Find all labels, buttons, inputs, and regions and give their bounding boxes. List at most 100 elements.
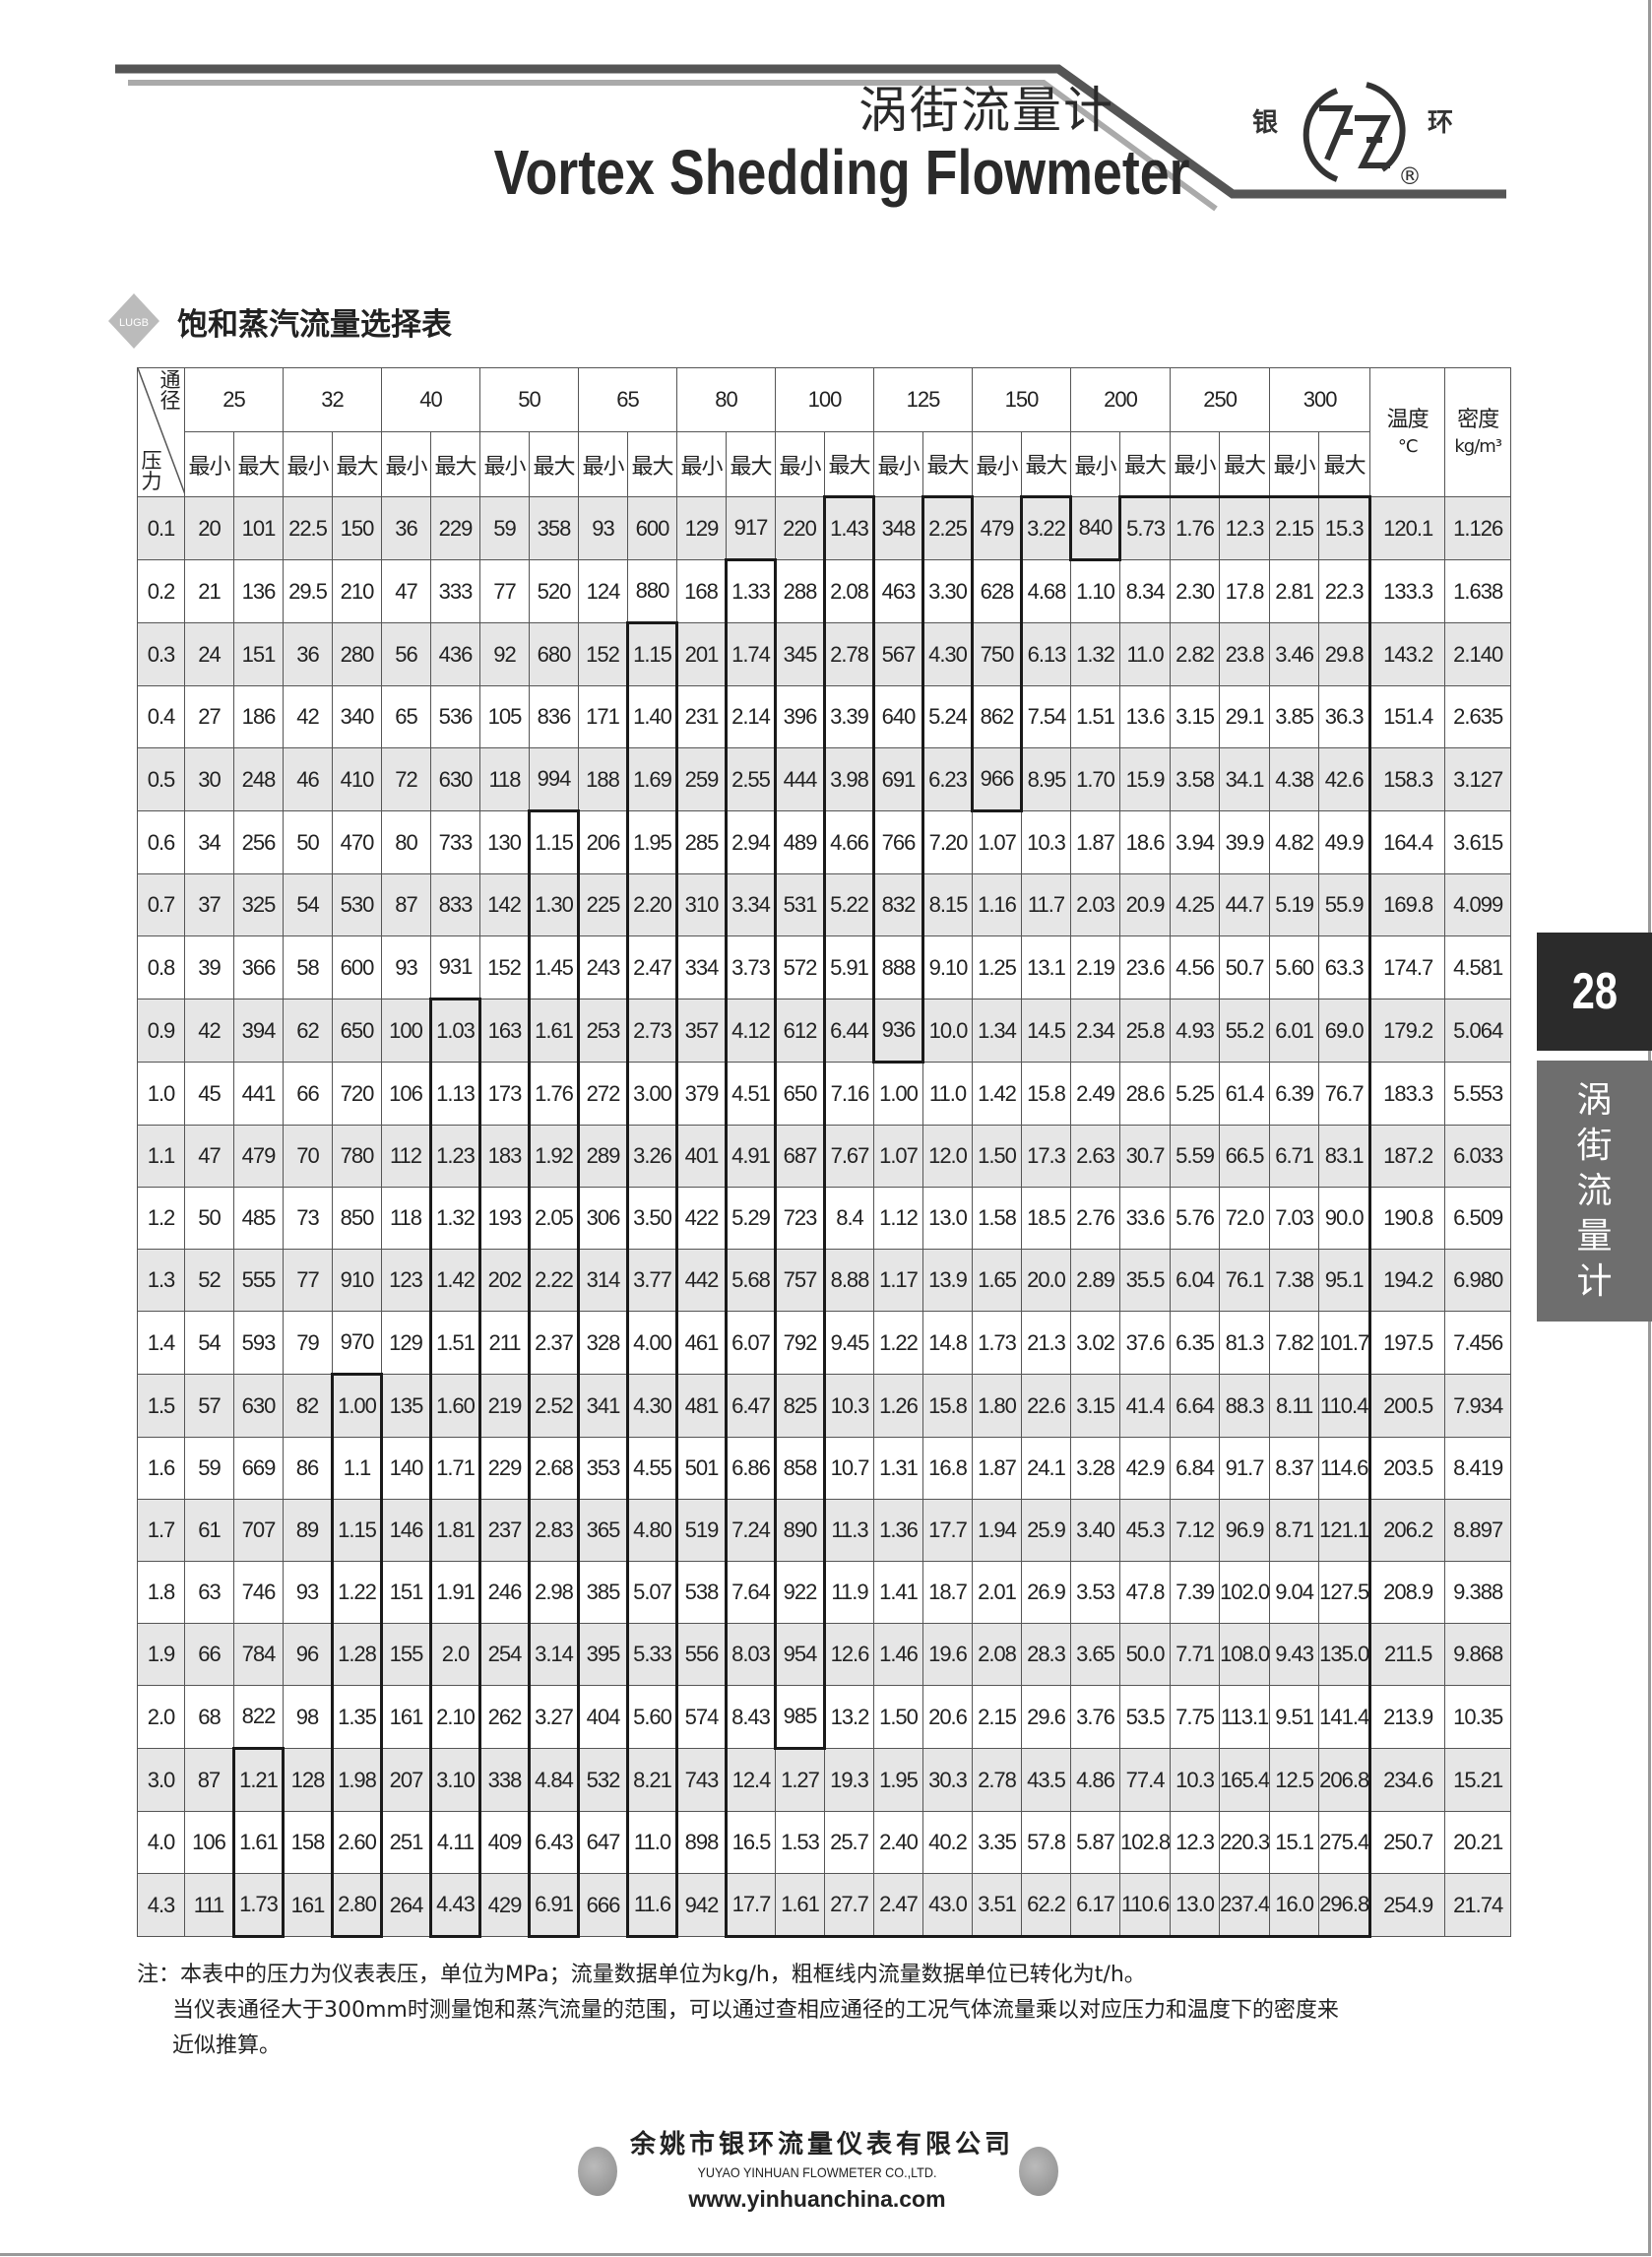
flow-max-cell: 6.13: [1020, 622, 1071, 686]
flow-max-cell: 3.73: [725, 935, 777, 1000]
flow-max-cell: 72.0: [1219, 1187, 1271, 1250]
flow-max-cell: 5.91: [823, 935, 875, 1000]
flow-min-cell: 6.01: [1269, 999, 1320, 1063]
flow-min-cell: 106: [184, 1811, 234, 1874]
flow-min-cell: 7.03: [1269, 1187, 1320, 1250]
flow-max-cell: 5.68: [725, 1249, 777, 1312]
flow-min-cell: 3.51: [972, 1873, 1022, 1938]
flow-max-cell: 43.5: [1021, 1748, 1071, 1812]
flow-min-cell: 422: [676, 1187, 727, 1250]
flow-max-cell: 1.21: [232, 1747, 285, 1812]
flow-max-cell: 110.6: [1118, 1873, 1172, 1938]
flow-min-cell: 2.30: [1170, 559, 1221, 623]
flow-min-cell: 3.76: [1070, 1685, 1120, 1749]
flow-max-cell: 63.3: [1318, 935, 1372, 1000]
flow-max-cell: 90.0: [1318, 1187, 1372, 1250]
flow-max-cell: 1.35: [331, 1685, 383, 1749]
flow-min-cell: 220: [775, 496, 825, 560]
flow-min-cell: 93: [283, 1561, 333, 1624]
flow-max-cell: 220.3: [1219, 1811, 1271, 1874]
min-header: 最小: [479, 431, 530, 497]
flow-max-cell: 3.22: [1020, 495, 1072, 560]
flow-max-cell: 40.2: [922, 1811, 973, 1874]
flow-min-cell: 3.46: [1269, 622, 1320, 686]
flow-max-cell: 8.34: [1118, 559, 1172, 623]
flow-min-cell: 161: [381, 1685, 431, 1749]
flow-min-cell: 1.65: [972, 1249, 1022, 1312]
flow-min-cell: 1.00: [873, 1061, 923, 1126]
flow-max-cell: 11.0: [922, 1062, 973, 1126]
flow-min-cell: 306: [578, 1187, 628, 1250]
flow-max-cell: 42.6: [1318, 747, 1372, 811]
flow-max-cell: 5.22: [823, 873, 875, 936]
flow-min-cell: 1.32: [1070, 622, 1120, 686]
flow-max-cell: 77.4: [1118, 1748, 1172, 1812]
table-row: 0.8 39 366 58 600 93 931 152 1.45 243 2.47 334 3.73 5…: [137, 935, 1512, 1000]
flow-min-cell: 396: [775, 685, 825, 748]
flow-min-cell: 936: [873, 999, 923, 1063]
flow-min-cell: 135: [381, 1374, 431, 1438]
temperature-cell: 194.2: [1369, 1249, 1446, 1312]
diameter-header: 80: [676, 367, 776, 432]
flow-min-cell: 567: [873, 622, 923, 686]
flow-min-cell: 7.71: [1170, 1623, 1221, 1686]
density-label: 密度: [1457, 408, 1499, 432]
flow-max-cell: 6.91: [528, 1873, 580, 1938]
table-row: 1.9 66 784 96 1.28 155 2.0 254 3.14 395 5.33 556 8.0…: [137, 1623, 1512, 1686]
diameter-header: 100: [775, 367, 874, 432]
flow-max-cell: 4.12: [725, 999, 777, 1063]
flow-max-cell: 41.4: [1118, 1374, 1172, 1438]
side-tab-char: 计: [1576, 1260, 1613, 1302]
company-name-cn: 余姚市银环流量仪表有限公司: [630, 2130, 1015, 2160]
diameter-header: 32: [283, 367, 382, 432]
flow-min-cell: 348: [873, 496, 923, 560]
section-heading: LUGB 饱和蒸汽流量选择表: [106, 293, 452, 349]
flow-max-cell: 1.1: [331, 1437, 383, 1500]
flow-max-cell: 17.3: [1021, 1125, 1071, 1188]
max-header: 最大: [332, 431, 382, 497]
flow-max-cell: 13.1: [1021, 935, 1071, 1000]
flow-min-cell: 34: [184, 810, 234, 874]
flow-max-cell: 600: [627, 496, 677, 560]
flow-max-cell: 1.73: [232, 1873, 285, 1938]
flow-max-cell: 12.0: [922, 1125, 973, 1188]
flow-min-cell: 1.61: [775, 1873, 825, 1938]
flow-min-cell: 1.27: [775, 1747, 825, 1812]
flow-min-cell: 288: [775, 559, 825, 623]
temperature-cell: 254.9: [1369, 1873, 1446, 1937]
flow-max-cell: 36.3: [1318, 685, 1372, 748]
temperature-cell: 174.7: [1369, 935, 1446, 1000]
flow-min-cell: 229: [479, 1437, 530, 1500]
note-line-1: 注：本表中的压力为仪表表压，单位为MPa；流量数据单位为kg/h，粗框线内流量数…: [137, 1963, 1146, 1987]
flow-min-cell: 211: [479, 1311, 530, 1375]
flow-max-cell: 275.4: [1318, 1811, 1372, 1874]
pressure-cell: 2.0: [137, 1685, 185, 1749]
max-header: 最大: [1118, 431, 1172, 497]
density-cell: 2.635: [1444, 685, 1512, 748]
flow-max-cell: 1.98: [331, 1748, 383, 1812]
flow-max-cell: 2.14: [725, 685, 777, 748]
flow-max-cell: 1.61: [232, 1811, 285, 1874]
flow-min-cell: 3.53: [1070, 1561, 1120, 1624]
flow-max-cell: 2.0: [429, 1623, 481, 1686]
table-row: 1.6 59 669 86 1.1 140 1.71 229 2.68 353 4.55 501 6.8…: [137, 1437, 1512, 1500]
flow-min-cell: 118: [479, 747, 530, 811]
flow-max-cell: 248: [233, 747, 284, 811]
flow-max-cell: 10.7: [823, 1437, 874, 1500]
flow-max-cell: 17.7: [725, 1873, 776, 1938]
website-link[interactable]: www.yinhuanchina.com: [688, 2186, 946, 2212]
density-cell: 4.099: [1444, 873, 1512, 936]
flow-max-cell: 8.21: [626, 1748, 678, 1812]
flow-max-cell: 1.91: [429, 1561, 481, 1624]
pressure-cell: 1.9: [137, 1623, 185, 1686]
flow-min-cell: 1.26: [873, 1374, 923, 1438]
flow-max-cell: 2.22: [528, 1249, 580, 1312]
flow-max-cell: 1.51: [429, 1311, 481, 1375]
table-row: 1.0 45 441 66 720 106 1.13 173 1.76 272 3.00 379 4.5…: [137, 1061, 1512, 1126]
flow-max-cell: 1.81: [429, 1499, 481, 1562]
flow-min-cell: 2.19: [1070, 935, 1120, 1000]
flow-max-cell: 12.6: [823, 1623, 874, 1686]
footer-circle-left-icon: [578, 2147, 617, 2196]
temperature-cell: 183.3: [1369, 1062, 1446, 1126]
flow-min-cell: 328: [578, 1311, 628, 1375]
